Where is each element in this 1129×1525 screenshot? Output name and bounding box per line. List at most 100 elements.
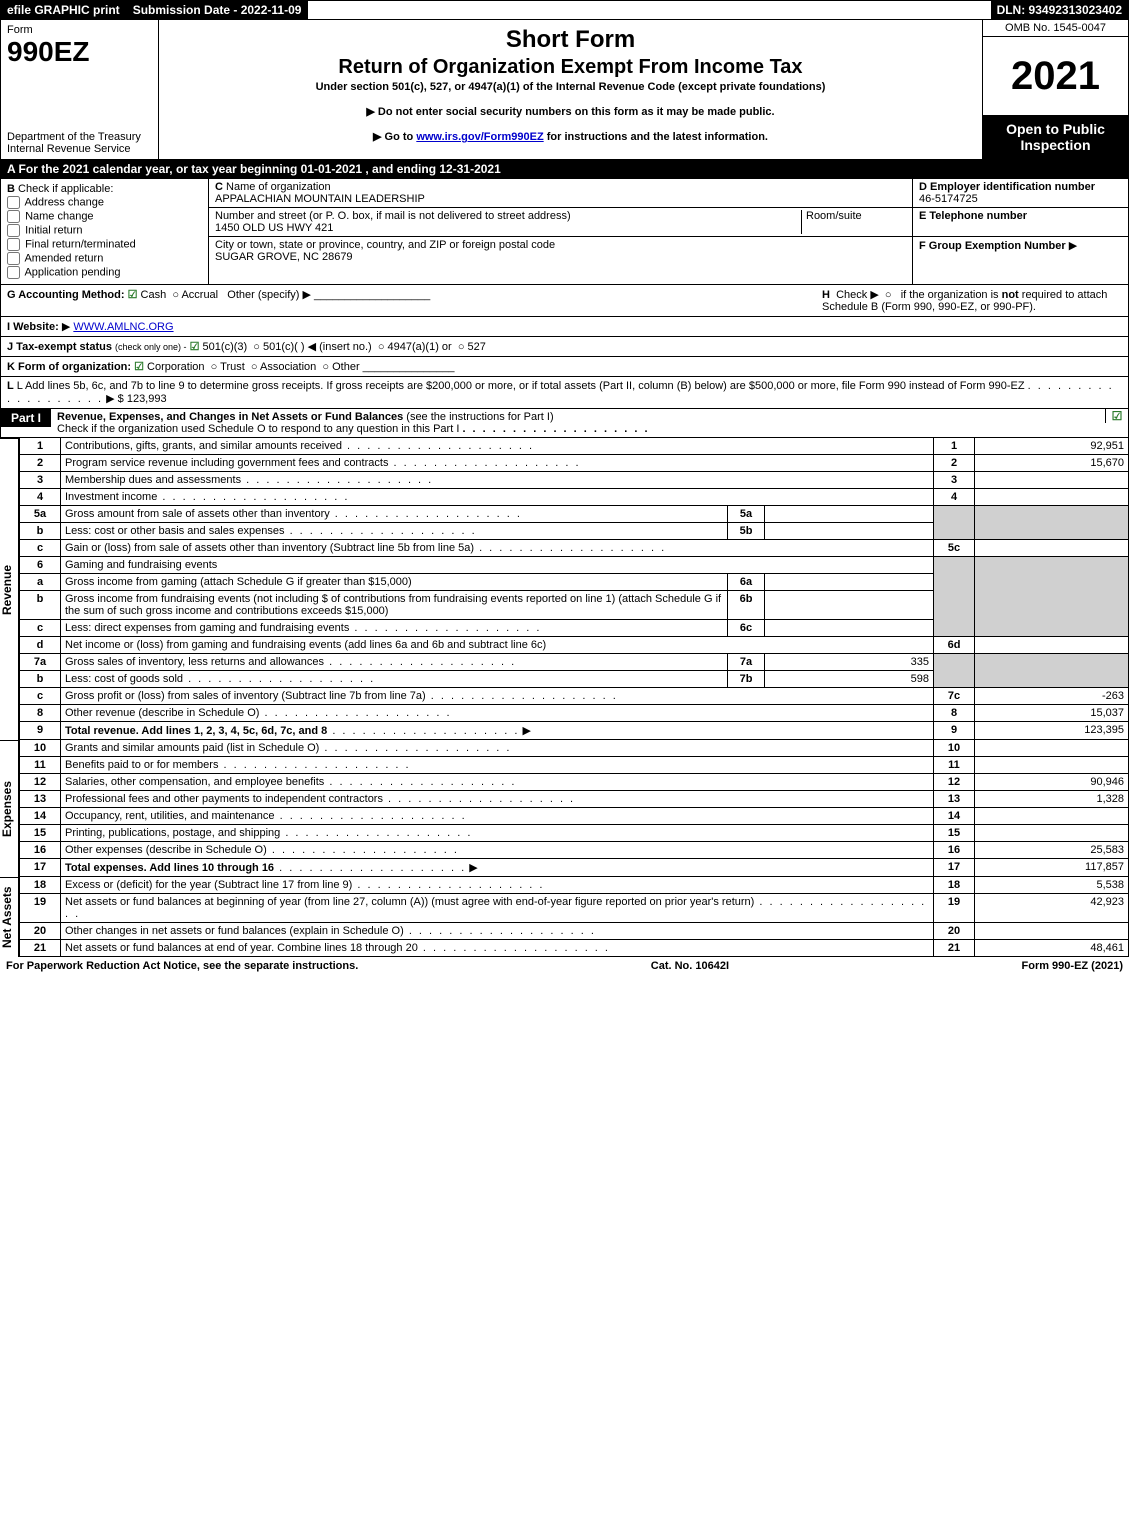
- form-number: 990EZ: [7, 36, 90, 67]
- line-amt: 92,951: [975, 438, 1129, 455]
- k-other: Other: [332, 361, 360, 373]
- line-ref: 14: [934, 808, 975, 825]
- line-num: 10: [20, 740, 61, 757]
- line-num: 5a: [20, 506, 61, 523]
- j-insert: (insert no.): [319, 341, 372, 353]
- sub-val: 598: [765, 671, 934, 688]
- opt-name-change[interactable]: Name change: [7, 210, 202, 223]
- line-ref: 21: [934, 940, 975, 957]
- sub-ref: 6b: [728, 591, 765, 620]
- line-desc: Membership dues and assessments: [65, 474, 241, 486]
- part1-title: Revenue, Expenses, and Changes in Net As…: [57, 411, 403, 423]
- line-num: 13: [20, 791, 61, 808]
- website-link[interactable]: WWW.AMLNC.ORG: [73, 321, 173, 333]
- line-amt: 15,670: [975, 455, 1129, 472]
- line-amt: [975, 740, 1129, 757]
- sub-val: [765, 591, 934, 620]
- line-amt: [975, 757, 1129, 774]
- line-amt: -263: [975, 688, 1129, 705]
- main-title: Return of Organization Exempt From Incom…: [167, 56, 974, 79]
- line-desc: Excess or (deficit) for the year (Subtra…: [65, 879, 352, 891]
- line-num: 20: [20, 923, 61, 940]
- line-num: b: [20, 591, 61, 620]
- d-label: D Employer identification number: [919, 181, 1095, 193]
- line-ref: 1: [934, 438, 975, 455]
- opt-amended-return[interactable]: Amended return: [7, 252, 202, 265]
- sub-ref: 6c: [728, 620, 765, 637]
- line-desc: Other revenue (describe in Schedule O): [65, 707, 259, 719]
- opt-initial-return[interactable]: Initial return: [7, 224, 202, 237]
- opt-address-change[interactable]: Address change: [7, 196, 202, 209]
- org-name: APPALACHIAN MOUNTAIN LEADERSHIP: [215, 193, 425, 205]
- sub-val: [765, 574, 934, 591]
- line-num: 17: [20, 859, 61, 877]
- line-desc: Total revenue. Add lines 1, 2, 3, 4, 5c,…: [65, 725, 327, 737]
- line-ref: 10: [934, 740, 975, 757]
- sub-val: [765, 523, 934, 540]
- g-label: G Accounting Method:: [7, 289, 125, 301]
- section-a: A For the 2021 calendar year, or tax yea…: [0, 160, 1129, 179]
- line-num: 9: [20, 722, 61, 740]
- line-desc: Net assets or fund balances at end of ye…: [65, 942, 418, 954]
- line-num: b: [20, 523, 61, 540]
- line-num: 14: [20, 808, 61, 825]
- check-icon: ☑: [190, 341, 200, 353]
- line-num: 11: [20, 757, 61, 774]
- j-4947: 4947(a)(1) or: [388, 341, 452, 353]
- line-num: 19: [20, 894, 61, 923]
- sub-val: [765, 506, 934, 523]
- row-i: I Website: ▶ WWW.AMLNC.ORG: [0, 317, 1129, 337]
- goto-b: for instructions and the latest informat…: [544, 131, 768, 143]
- org-info-row: B Check if applicable: Address change Na…: [0, 179, 1129, 285]
- line-num: 2: [20, 455, 61, 472]
- line-ref: 17: [934, 859, 975, 877]
- line-amt: 117,857: [975, 859, 1129, 877]
- line-ref: 20: [934, 923, 975, 940]
- line-desc: Salaries, other compensation, and employ…: [65, 776, 324, 788]
- tax-year: 2021: [983, 37, 1128, 115]
- efile-print-label[interactable]: efile GRAPHIC print: [1, 1, 127, 19]
- line-desc: Gross profit or (loss) from sales of inv…: [65, 690, 426, 702]
- row-j: J Tax-exempt status (check only one) - ☑…: [0, 337, 1129, 357]
- line-desc: Gross income from fundraising events (no…: [65, 593, 721, 617]
- line-desc: Printing, publications, postage, and shi…: [65, 827, 280, 839]
- i-label: I Website:: [7, 321, 59, 333]
- opt1-text: Name change: [25, 210, 94, 222]
- b-check-label: Check if applicable:: [18, 183, 113, 195]
- line-num: 15: [20, 825, 61, 842]
- netassets-table: 18 Excess or (deficit) for the year (Subt…: [19, 877, 1129, 957]
- line-desc: Professional fees and other payments to …: [65, 793, 383, 805]
- submission-date: Submission Date - 2022-11-09: [127, 1, 309, 19]
- netassets-vlabel: Net Assets: [0, 877, 19, 957]
- sub-ref: 6a: [728, 574, 765, 591]
- line-desc: Net income or (loss) from gaming and fun…: [65, 639, 546, 651]
- opt-application-pending[interactable]: Application pending: [7, 266, 202, 279]
- revenue-vlabel: Revenue: [0, 438, 19, 740]
- irs-link[interactable]: www.irs.gov/Form990EZ: [416, 131, 543, 143]
- sub-val: 335: [765, 654, 934, 671]
- j-527: 527: [468, 341, 486, 353]
- line-amt: [975, 825, 1129, 842]
- dept-treasury: Department of the Treasury Internal Reve…: [7, 131, 152, 155]
- goto-note: Go to www.irs.gov/Form990EZ for instruct…: [167, 130, 974, 143]
- line-num: 3: [20, 472, 61, 489]
- line-amt: 123,395: [975, 722, 1129, 740]
- line-amt: 15,037: [975, 705, 1129, 722]
- line-amt: [975, 489, 1129, 506]
- line-amt: 5,538: [975, 877, 1129, 894]
- opt-final-return[interactable]: Final return/terminated: [7, 238, 202, 251]
- line-amt: 42,923: [975, 894, 1129, 923]
- line-ref: 18: [934, 877, 975, 894]
- form-word: Form: [7, 24, 33, 36]
- line-amt: 25,583: [975, 842, 1129, 859]
- line-num: 12: [20, 774, 61, 791]
- line-num: b: [20, 671, 61, 688]
- form-header: Form 990EZ Department of the Treasury In…: [0, 20, 1129, 160]
- line-desc: Net assets or fund balances at beginning…: [65, 896, 754, 908]
- line-num: 21: [20, 940, 61, 957]
- part1-header: Part I Revenue, Expenses, and Changes in…: [0, 409, 1129, 438]
- line-num: 18: [20, 877, 61, 894]
- l-amount: $ 123,993: [118, 393, 167, 405]
- line-num: d: [20, 637, 61, 654]
- omb-number: OMB No. 1545-0047: [983, 20, 1128, 37]
